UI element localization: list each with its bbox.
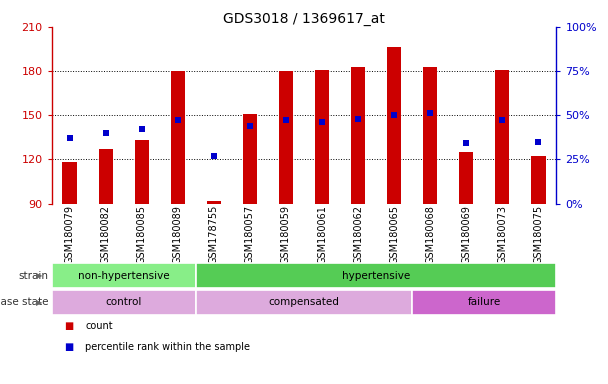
Text: GDS3018 / 1369617_at: GDS3018 / 1369617_at [223,12,385,25]
Text: hypertensive: hypertensive [342,270,410,281]
Bar [243,114,257,204]
Text: failure: failure [468,297,501,308]
Text: disease state: disease state [0,297,49,308]
Text: ▶: ▶ [36,271,43,280]
Bar [207,200,221,204]
Bar [531,156,545,204]
Bar [98,149,113,204]
Bar [351,67,365,204]
Text: control: control [106,297,142,308]
Bar [423,67,437,204]
Bar [315,70,329,204]
Bar [63,162,77,204]
Text: count: count [85,321,112,331]
Bar [387,48,401,204]
Text: percentile rank within the sample: percentile rank within the sample [85,342,250,352]
Bar [171,71,185,204]
Bar [278,71,293,204]
Text: non-hypertensive: non-hypertensive [78,270,170,281]
Bar [459,152,474,204]
Text: ■: ■ [64,321,73,331]
Bar [134,140,149,204]
Text: compensated: compensated [269,297,339,308]
Text: ▶: ▶ [36,298,43,307]
Text: strain: strain [19,270,49,281]
Text: ■: ■ [64,342,73,352]
Bar [495,70,510,204]
